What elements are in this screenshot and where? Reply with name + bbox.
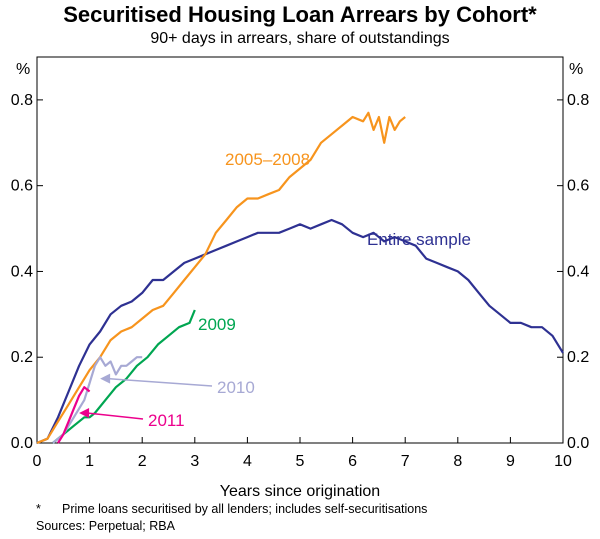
x-axis-label: Years since origination (220, 483, 380, 500)
series-line-2009 (52, 309, 196, 444)
x-tick-label: 5 (296, 453, 305, 470)
plot-frame (36, 56, 564, 444)
y-tick-label-right: 0.2 (567, 349, 589, 366)
arrow-head (100, 373, 111, 384)
x-tick-label: 4 (243, 453, 252, 470)
x-tick-label: 8 (453, 453, 462, 470)
y-tick-labels: 0.0 0.0 0.2 0.2 0.4 0.4 0.6 0.6 0.8 0.8 (11, 92, 590, 452)
annotation-arrows (79, 373, 213, 420)
x-tick-label: 2 (138, 453, 147, 470)
x-tick-label: 1 (85, 453, 94, 470)
footnote-text: Prime loans securitised by all lenders; … (62, 502, 428, 516)
series-line-2011 (57, 386, 91, 444)
arrow-line (108, 377, 213, 387)
x-tick-label: 6 (348, 453, 357, 470)
y-tick-label-right: 0.8 (567, 92, 589, 109)
label-entire-sample: Entire sample (367, 230, 471, 249)
y-tick-label-left: 0.6 (11, 178, 33, 195)
y-tick-label-left: 0.4 (11, 263, 33, 280)
y-tick-label-right: 0.0 (567, 435, 589, 452)
y-tick-label-left: 0.0 (11, 435, 33, 452)
arrow-head (79, 407, 90, 418)
x-tick-labels: 0 1 2 3 4 5 6 7 8 9 10 (33, 453, 572, 470)
series-line-2010 (52, 356, 143, 444)
label-2005-2008: 2005–2008 (225, 150, 310, 169)
series-line-entire-sample (36, 218, 564, 445)
y-tick-label-right: 0.6 (567, 178, 589, 195)
chart-subtitle: 90+ days in arrears, share of outstandin… (150, 30, 450, 47)
y-axis-unit-left: % (16, 61, 30, 78)
label-2009: 2009 (198, 315, 236, 334)
x-tick-label: 3 (190, 453, 199, 470)
arrow-line (86, 412, 144, 420)
label-2011: 2011 (148, 411, 185, 430)
sources-note: Sources: Perpetual; RBA (36, 519, 175, 533)
x-tick-label: 9 (506, 453, 515, 470)
chart-title: Securitised Housing Loan Arrears by Coho… (63, 2, 537, 27)
series-line-2005-2008 (36, 111, 406, 445)
y-axis-unit-right: % (569, 61, 583, 78)
y-tick-label-left: 0.8 (11, 92, 33, 109)
x-tick-label: 10 (554, 453, 572, 470)
x-tick-label: 0 (33, 453, 42, 470)
tick-marks (36, 99, 564, 444)
series-lines (36, 111, 564, 445)
footnote-marker: * (36, 502, 41, 516)
y-tick-label-right: 0.4 (567, 263, 589, 280)
x-tick-label: 7 (401, 453, 410, 470)
label-2010: 2010 (217, 378, 255, 397)
y-tick-label-left: 0.2 (11, 349, 33, 366)
footnote: * Prime loans securitised by all lenders;… (36, 502, 427, 516)
